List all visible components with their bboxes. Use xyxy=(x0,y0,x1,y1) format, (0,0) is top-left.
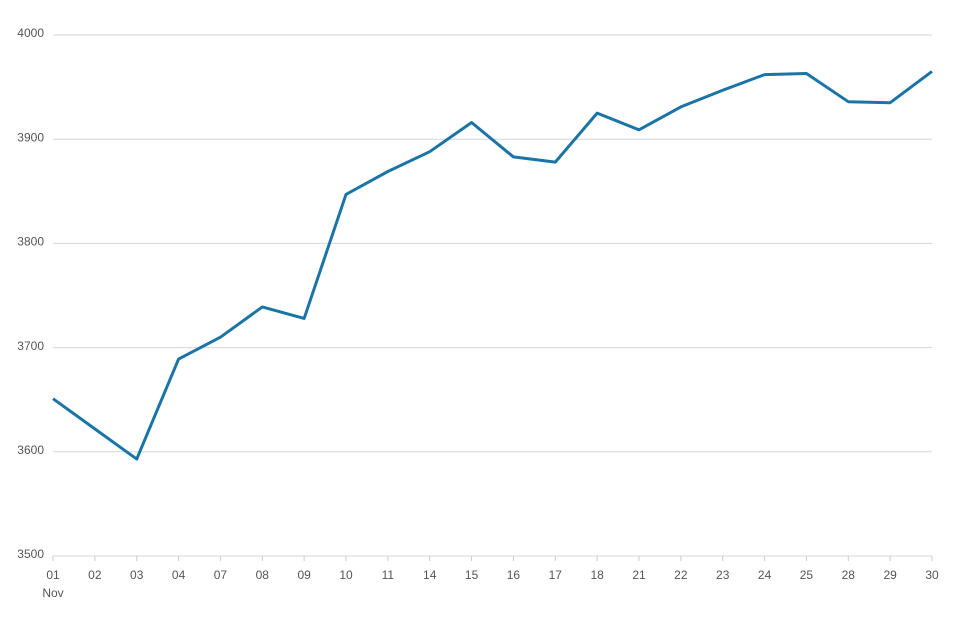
series-line xyxy=(52,70,933,461)
x-tick-label: 25 xyxy=(800,568,814,582)
x-tick-label: 29 xyxy=(883,568,897,582)
x-month-label: Nov xyxy=(42,586,63,600)
y-tick-label: 4000 xyxy=(17,26,44,40)
x-tick-label: 21 xyxy=(632,568,646,582)
x-tick-label: 09 xyxy=(297,568,311,582)
y-tick-label: 3500 xyxy=(17,547,44,561)
y-tick-label: 3900 xyxy=(17,130,44,144)
x-tick-label: 23 xyxy=(716,568,730,582)
y-tick-label: 3600 xyxy=(17,443,44,457)
x-tick-label: 18 xyxy=(590,568,604,582)
x-tick-label: 24 xyxy=(758,568,772,582)
x-tick-label: 07 xyxy=(214,568,228,582)
x-tick-label: 02 xyxy=(88,568,102,582)
x-tick-label: 17 xyxy=(549,568,563,582)
x-tick-label: 11 xyxy=(382,568,395,582)
y-tick-label: 3700 xyxy=(17,339,44,353)
x-tick-label: 28 xyxy=(842,568,856,582)
x-tick-label: 14 xyxy=(423,568,437,582)
x-tick-label: 30 xyxy=(925,568,939,582)
x-tick-label: 01 xyxy=(46,568,60,582)
x-tick-label: 03 xyxy=(130,568,144,582)
x-tick-label: 22 xyxy=(674,568,688,582)
x-tick-label: 16 xyxy=(507,568,521,582)
x-tick-label: 04 xyxy=(172,568,186,582)
y-tick-label: 3800 xyxy=(17,235,44,249)
x-tick-label: 15 xyxy=(465,568,479,582)
x-tick-label: 08 xyxy=(256,568,270,582)
x-tick-label: 10 xyxy=(339,568,353,582)
